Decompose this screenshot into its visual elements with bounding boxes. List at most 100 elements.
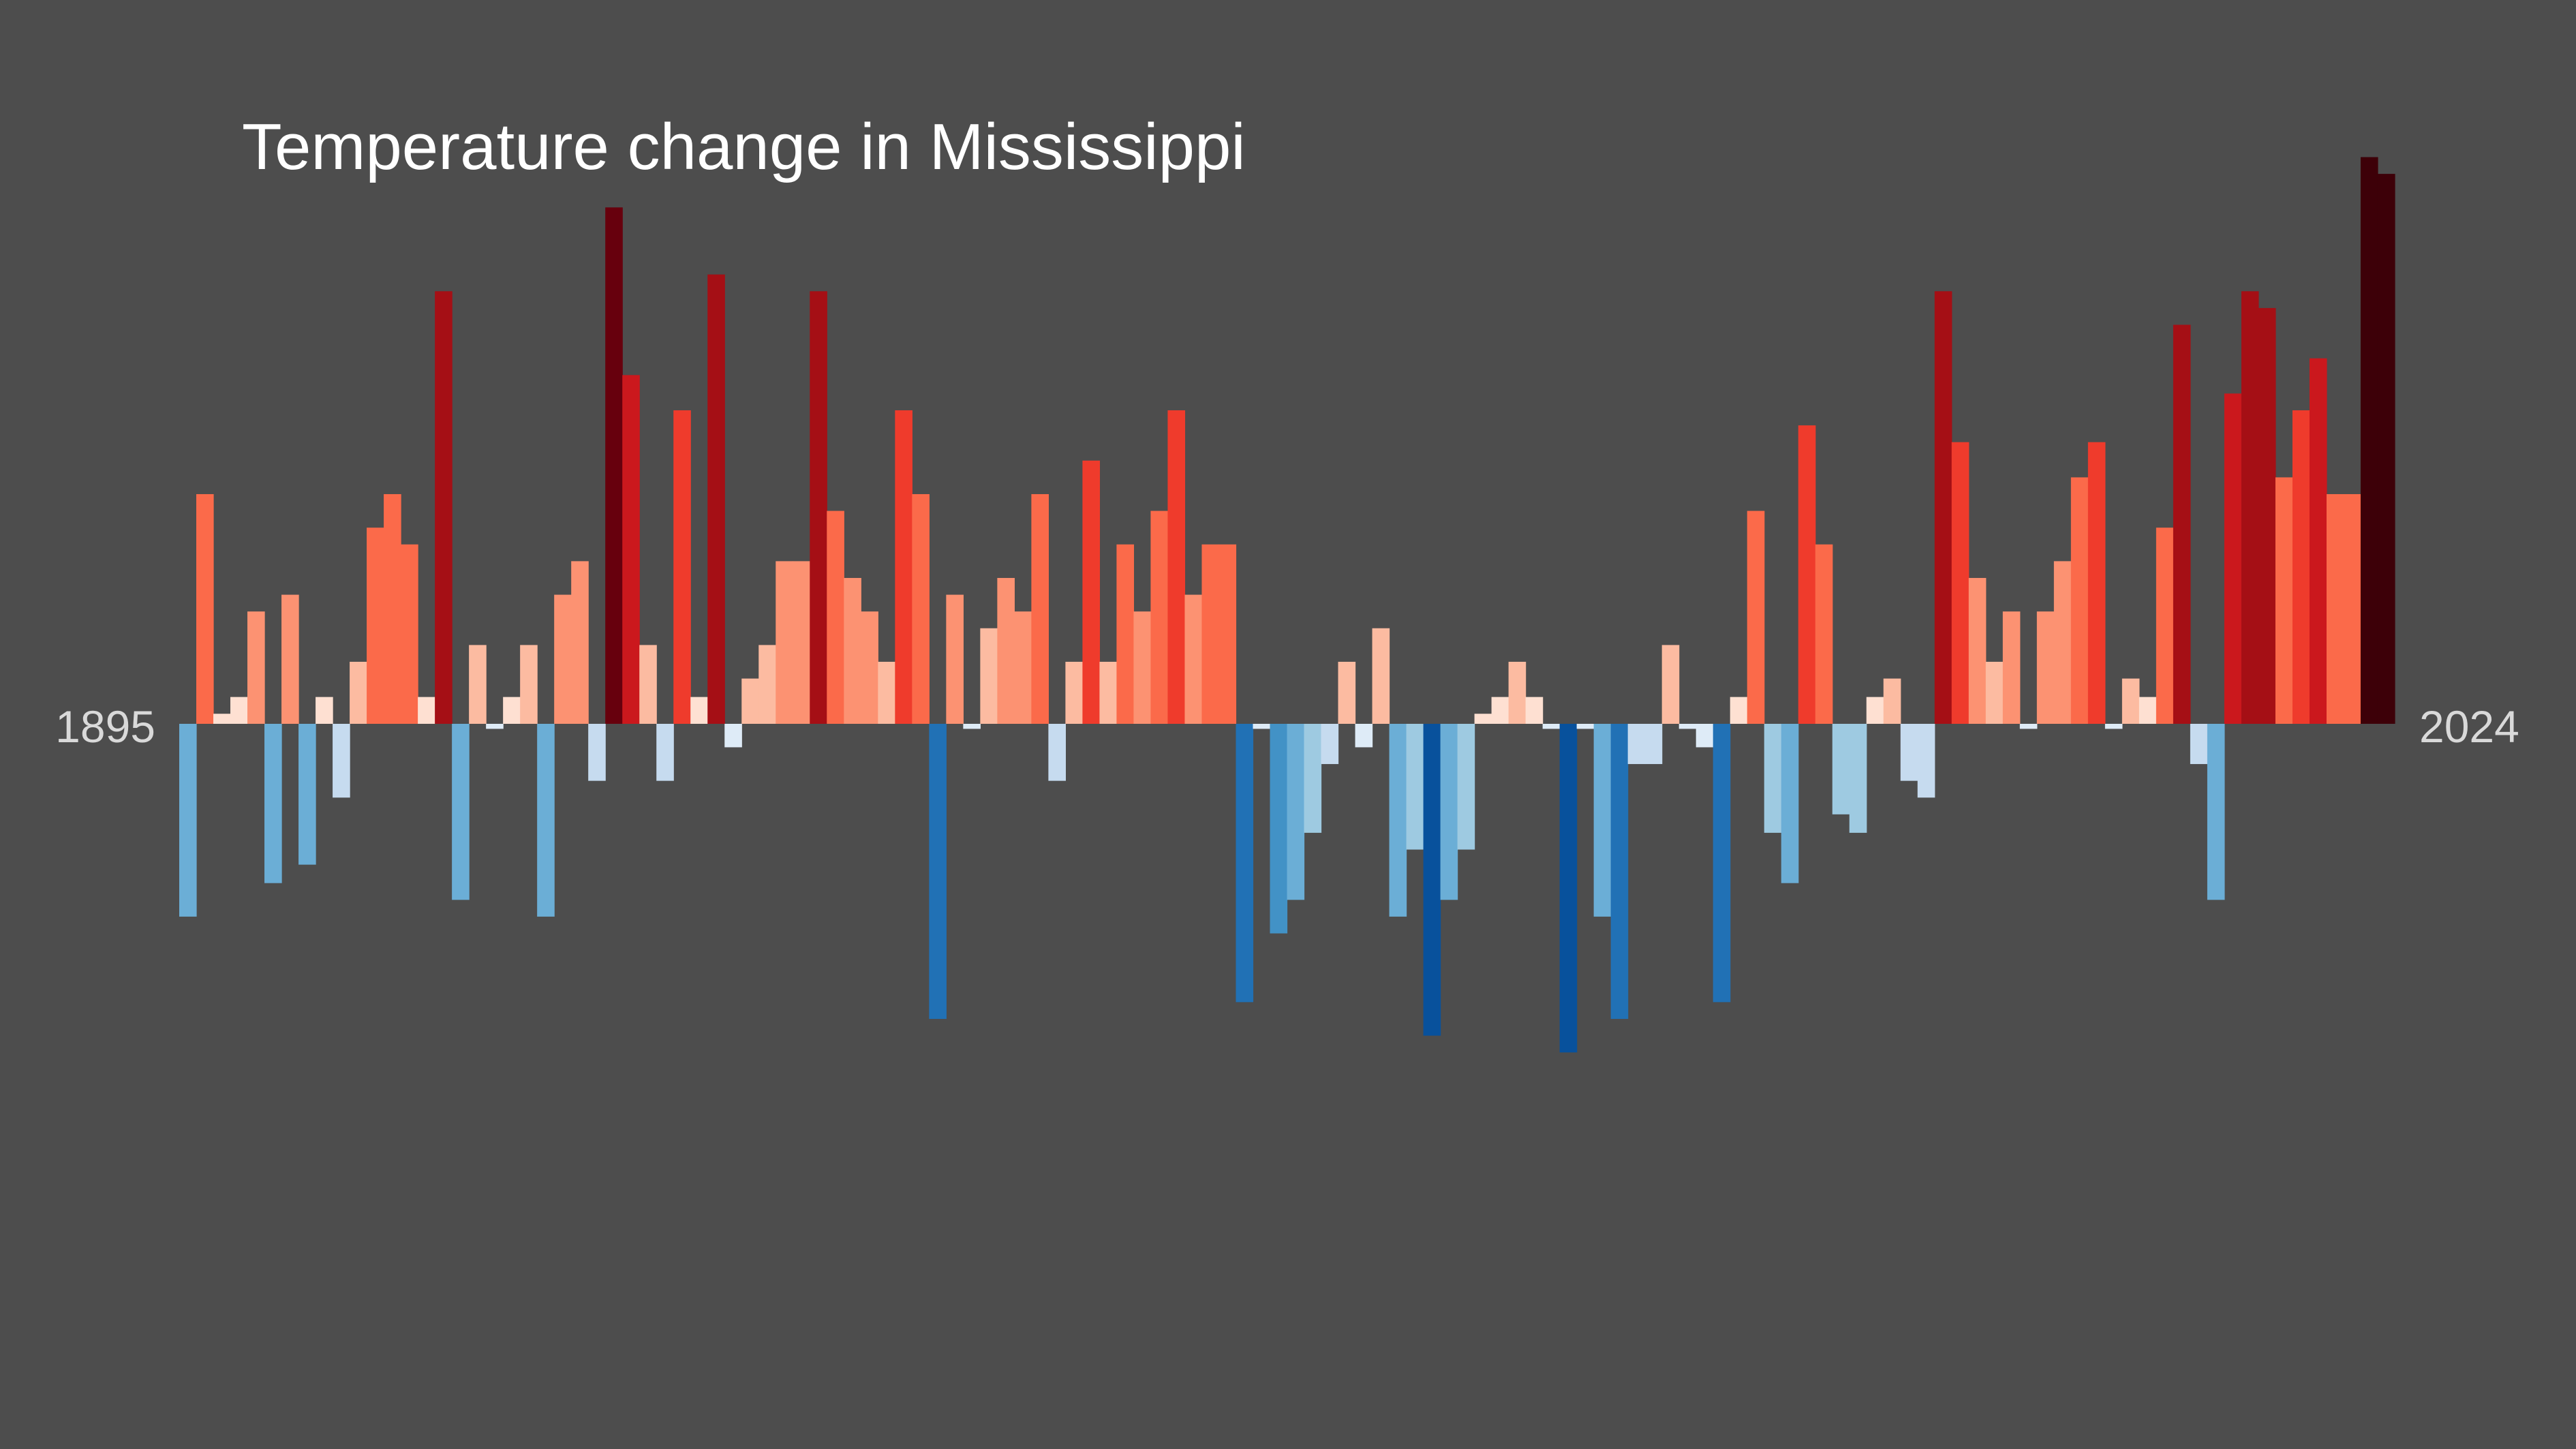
bar-1978 (1593, 724, 1612, 917)
bar-1916 (537, 724, 555, 917)
bar-1900 (264, 724, 282, 883)
bar-2008 (2104, 724, 2123, 729)
bar-1967 (1406, 724, 1424, 850)
bar-1979 (1610, 724, 1629, 1019)
bar-1994 (1866, 697, 1884, 724)
bar-1915 (520, 645, 538, 724)
bar-1984 (1696, 724, 1714, 748)
bar-1962 (1321, 724, 1339, 765)
bar-1913 (486, 724, 504, 729)
bar-1947 (1065, 661, 1084, 724)
bar-1938 (912, 493, 930, 724)
bar-1974 (1525, 697, 1544, 724)
bar-1950 (1116, 544, 1135, 724)
bar-1931 (793, 561, 810, 724)
bar-1908 (401, 544, 418, 724)
bar-1918 (571, 561, 589, 724)
bar-1952 (1150, 510, 1169, 724)
bar-1963 (1338, 661, 1356, 724)
bar-2012 (2173, 324, 2191, 724)
bar-1941 (963, 724, 981, 729)
bar-1926 (707, 274, 725, 724)
bar-2016 (2241, 291, 2259, 724)
bar-1927 (724, 724, 742, 748)
bar-1895 (179, 724, 197, 917)
bar-1911 (452, 724, 470, 900)
bar-2018 (2275, 477, 2293, 724)
bar-2009 (2121, 678, 2140, 724)
bar-2001 (1985, 661, 2004, 724)
bar-1943 (997, 577, 1015, 724)
bar-1919 (588, 724, 606, 781)
bar-1905 (350, 661, 367, 724)
bar-1960 (1287, 724, 1305, 900)
bar-1995 (1883, 678, 1901, 724)
bar-1944 (1014, 611, 1032, 724)
bar-1922 (639, 645, 657, 724)
bar-1910 (435, 291, 453, 724)
bar-1992 (1832, 724, 1850, 814)
bar-1993 (1849, 724, 1867, 833)
bar-1936 (878, 661, 895, 724)
bar-1907 (384, 493, 401, 724)
bar-1982 (1661, 645, 1680, 724)
bar-1898 (230, 697, 248, 724)
bar-1904 (333, 724, 350, 798)
bar-1988 (1764, 724, 1782, 833)
bar-1990 (1798, 425, 1816, 724)
bar-1923 (656, 724, 674, 781)
start-year-label: 1895 (55, 701, 155, 752)
bar-1937 (895, 410, 913, 724)
bar-1914 (503, 697, 521, 724)
bar-2013 (2190, 724, 2208, 765)
bar-1971 (1474, 714, 1492, 724)
bar-1959 (1270, 724, 1288, 934)
bar-1902 (298, 724, 316, 865)
bar-1901 (281, 594, 299, 724)
bar-1970 (1457, 724, 1475, 850)
bar-2011 (2156, 528, 2174, 724)
bar-1987 (1747, 510, 1765, 724)
bar-1985 (1713, 724, 1731, 1003)
bar-1948 (1082, 460, 1101, 724)
bar-2002 (2002, 611, 2021, 724)
bar-1933 (827, 510, 844, 724)
bar-1961 (1304, 724, 1322, 833)
bar-1998 (1934, 291, 1952, 724)
bar-1909 (418, 697, 435, 724)
bar-1928 (741, 678, 759, 724)
bar-2000 (1968, 577, 1987, 724)
bar-1983 (1678, 724, 1697, 729)
bar-2010 (2138, 697, 2157, 724)
bar-1930 (776, 561, 793, 724)
bar-1945 (1031, 493, 1049, 724)
bar-1955 (1201, 544, 1220, 724)
bar-2004 (2036, 611, 2055, 724)
bar-1977 (1576, 724, 1595, 729)
bar-2019 (2292, 410, 2310, 724)
bar-2023 (2360, 157, 2378, 724)
bar-1932 (810, 291, 827, 724)
bar-1920 (605, 207, 623, 724)
bar-1917 (554, 594, 572, 724)
bar-2021 (2326, 493, 2344, 724)
bar-1921 (622, 375, 640, 724)
bar-1972 (1491, 697, 1509, 724)
bar-1999 (1951, 442, 1969, 724)
end-year-label: 2024 (2419, 701, 2519, 752)
bar-1976 (1559, 724, 1578, 1053)
bar-1973 (1508, 661, 1527, 724)
bar-1975 (1542, 724, 1561, 729)
bar-2020 (2309, 358, 2327, 724)
bar-1989 (1781, 724, 1799, 883)
bar-2015 (2224, 393, 2242, 724)
bar-1906 (367, 528, 384, 724)
bar-1949 (1099, 661, 1118, 724)
bar-2017 (2258, 307, 2276, 724)
bar-1939 (929, 724, 947, 1019)
bar-1965 (1372, 628, 1390, 724)
bar-1953 (1167, 410, 1186, 724)
bar-2024 (2377, 174, 2395, 724)
bar-1896 (196, 493, 214, 724)
